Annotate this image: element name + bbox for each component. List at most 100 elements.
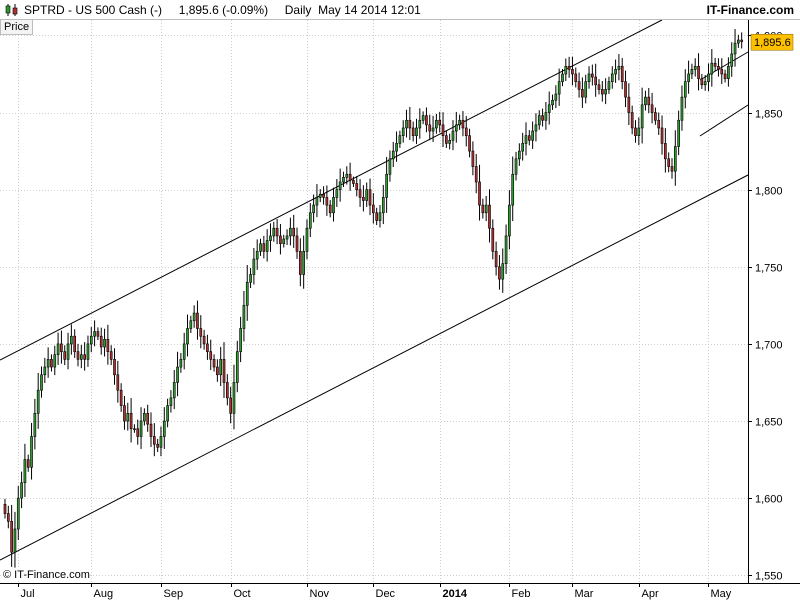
candle (265, 229, 269, 262)
candle (531, 121, 534, 149)
candle-body (252, 258, 256, 275)
candle (657, 112, 661, 135)
candle (272, 221, 276, 242)
candle (577, 72, 581, 98)
candle (514, 151, 518, 181)
candle-body (541, 115, 544, 121)
candle-body (176, 366, 179, 383)
candle-body (152, 436, 156, 445)
candle-body (494, 251, 498, 268)
candle-body (53, 354, 57, 368)
last-price-label: 1,895.6 (754, 37, 791, 49)
candle (242, 290, 246, 342)
candle (245, 265, 249, 321)
candle-body (332, 197, 335, 214)
candle (275, 219, 279, 245)
candle-body (99, 335, 103, 348)
candle (255, 239, 259, 270)
candle-body (36, 389, 40, 414)
candle-body (501, 263, 505, 280)
candle (358, 179, 362, 207)
candle-body (680, 96, 684, 121)
candle-body (302, 251, 305, 275)
candle (647, 87, 651, 114)
candle-body (139, 420, 143, 437)
candle-body (318, 193, 322, 198)
candles (3, 29, 744, 568)
candle-body (255, 251, 259, 260)
candle-body (581, 89, 584, 98)
candle (299, 238, 302, 287)
candle (212, 354, 216, 372)
candle (328, 200, 332, 218)
candle (226, 374, 229, 406)
candle-body (664, 143, 667, 160)
candle (737, 34, 740, 48)
candle-body (624, 81, 627, 98)
candle-body (700, 78, 704, 86)
candle (594, 63, 598, 97)
candle-body (166, 405, 169, 422)
candle (53, 345, 57, 376)
candle (667, 152, 671, 173)
candle-body (282, 238, 286, 244)
candle (33, 398, 37, 450)
candle (355, 176, 359, 197)
candle-body (126, 413, 130, 422)
y-tick-label: 1,700 (755, 340, 783, 352)
candle-body (670, 166, 674, 172)
candle (673, 130, 677, 186)
candle (650, 92, 654, 124)
candle-body (730, 53, 734, 67)
candle (464, 116, 468, 147)
candle-body (76, 351, 80, 360)
candle-body (391, 150, 395, 160)
candle (60, 330, 63, 364)
candle (40, 366, 43, 398)
candle-body (219, 359, 223, 376)
candle-body (381, 197, 385, 214)
candle (471, 141, 475, 176)
candle-body (537, 115, 541, 126)
candle-body (375, 212, 378, 221)
candle-body (693, 65, 697, 70)
candle-body (703, 81, 707, 86)
candle (133, 424, 136, 433)
chart-header: SPTRD - US 500 Cash (-) 1,895.6 (-0.09%)… (0, 0, 800, 20)
candle (448, 133, 451, 150)
candle-body (96, 331, 100, 337)
candle (269, 223, 272, 252)
candle (604, 78, 607, 105)
candle-body (461, 119, 465, 129)
price-tab[interactable]: Price (0, 20, 34, 35)
candle-body (587, 73, 591, 82)
candle-body (199, 328, 203, 337)
candle (717, 58, 720, 77)
candle-body (720, 69, 724, 75)
candle-body (279, 235, 282, 244)
candle (488, 189, 491, 243)
candle-body (713, 62, 717, 67)
candle-body (305, 227, 309, 252)
brand-logo-text[interactable]: IT-Finance.com (706, 3, 794, 17)
candle (315, 184, 319, 218)
candle-body (269, 235, 272, 241)
candle-body (285, 235, 289, 240)
candle (143, 408, 146, 426)
candle-body (30, 436, 33, 468)
candle (481, 198, 485, 219)
candle (581, 77, 584, 108)
candle-body (116, 374, 120, 391)
candle-body (627, 96, 631, 113)
candle (388, 150, 392, 182)
candle-body (554, 93, 558, 101)
candle (146, 404, 150, 432)
candle-body (521, 143, 524, 152)
candle-body (411, 127, 415, 136)
candle (730, 42, 734, 77)
candle (494, 241, 498, 276)
candle-body (103, 338, 106, 348)
candle (508, 190, 511, 250)
candle (385, 157, 388, 213)
candle (282, 234, 286, 248)
